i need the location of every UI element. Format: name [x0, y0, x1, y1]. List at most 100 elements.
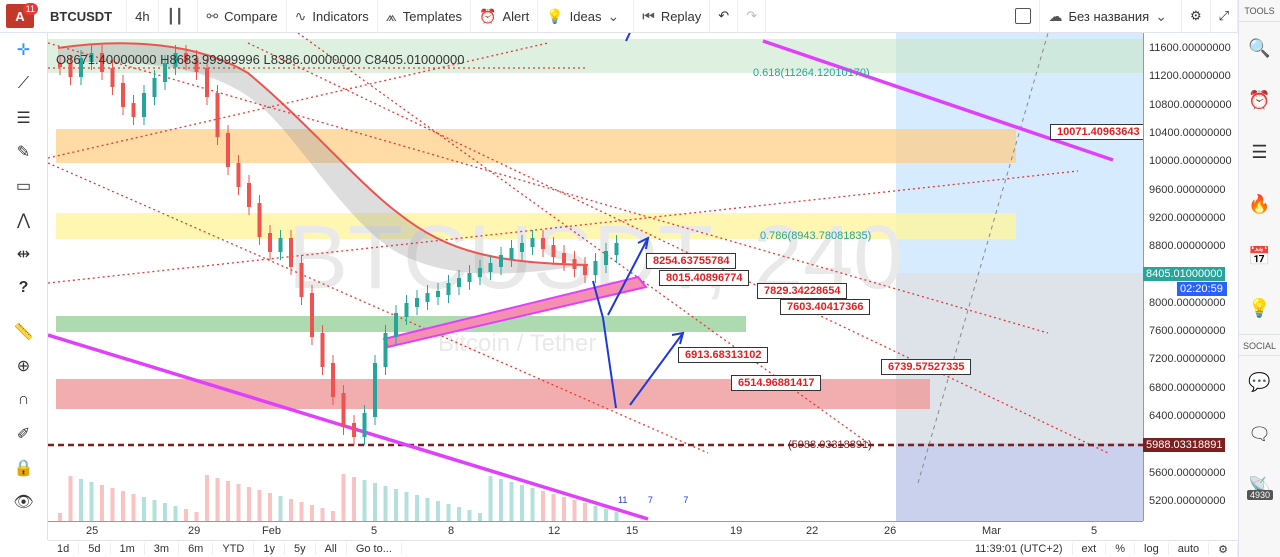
range-6m[interactable]: 6m [179, 543, 214, 555]
volume-bar [320, 508, 325, 521]
price-callout[interactable]: 8015.40896774 [659, 270, 750, 286]
price-callout[interactable]: 7829.34228654 [757, 283, 848, 299]
candle-body [79, 58, 83, 77]
app-logo[interactable]: A 11 [0, 0, 40, 33]
crosshair-icon: ✛ [16, 42, 31, 59]
data-window-button[interactable]: ☰ [1239, 126, 1280, 178]
crosshair-tool[interactable]: ✛ [0, 33, 47, 67]
chart-pane[interactable]: BTCUSDT, 240 Bitcoin / Tether [48, 33, 1143, 521]
time-axis[interactable]: 25 29 Feb 5 8 12 15 19 22 26 Mar 5 [48, 521, 1143, 540]
trendline-tool[interactable]: ⟋ [0, 67, 47, 101]
undo-button[interactable]: ↶ [710, 0, 739, 33]
candle-body [404, 303, 409, 317]
templates-button[interactable]: ⩕ Templates [378, 0, 472, 33]
fib-label-786: 0.786(8943.78081835) [760, 230, 872, 242]
private-chat-button[interactable]: 🗨 [1239, 408, 1280, 460]
candle-body [68, 63, 73, 77]
chart-settings-button[interactable]: ⚙ [1209, 542, 1238, 556]
icons-tool[interactable]: ? [0, 271, 47, 305]
price-callout[interactable]: 6514.96881417 [731, 375, 822, 391]
clock[interactable]: 11:39:01 (UTC+2) [966, 543, 1073, 555]
prediction-tool[interactable]: ⇹ [0, 237, 47, 271]
range-5d[interactable]: 5d [79, 543, 111, 555]
range-5y[interactable]: 5y [285, 543, 316, 555]
log-toggle[interactable]: log [1135, 543, 1169, 555]
top-toolbar: A 11 BTCUSDT 4h ┃┃ ⚯ Compare ∿ Indicators … [0, 0, 1238, 33]
auto-toggle[interactable]: auto [1169, 543, 1210, 555]
range-3m[interactable]: 3m [145, 543, 180, 555]
text-tool[interactable]: ▭ [0, 169, 47, 203]
measure-tool[interactable]: 📏 [0, 315, 47, 349]
price-tick-label: 5200.00000000 [1149, 494, 1226, 507]
volume-bar [215, 478, 220, 521]
trendline-icon: ⟋ [17, 75, 30, 92]
stay-drawing-tool[interactable]: ✐ [0, 417, 47, 451]
chat-button[interactable]: 💬 [1239, 356, 1280, 408]
time-label: 15 [626, 525, 639, 537]
volume-bar [205, 475, 209, 521]
price-callout[interactable]: 10071.40963643 [1050, 124, 1143, 140]
price-callout[interactable]: 7603.40417366 [780, 299, 871, 315]
alerts-button[interactable]: ⏰ [1239, 74, 1280, 126]
streams-count-badge: 4930 [1247, 490, 1274, 500]
chart-canvas[interactable]: BTCUSDT, 240 Bitcoin / Tether [48, 33, 1143, 521]
fullscreen-button[interactable]: ⤢ [1211, 0, 1238, 33]
hotlist-button[interactable]: 🔥 [1239, 178, 1280, 230]
ideas-button[interactable]: 💡 Ideas ⌄ [538, 0, 635, 33]
notification-badge: 11 [22, 2, 38, 15]
magnet-tool[interactable]: ∩ [0, 383, 47, 417]
price-callout[interactable]: 6739.57527335 [881, 359, 972, 375]
range-ytd[interactable]: YTD [213, 543, 255, 555]
volume-bar [58, 513, 62, 521]
alert-button[interactable]: ⏰ Alert [471, 0, 539, 33]
replay-button[interactable]: ⏮ Replay [634, 0, 711, 33]
price-callout[interactable]: 6913.68313102 [678, 347, 769, 363]
checkbox-icon [1015, 8, 1032, 24]
eye-icon: 👁 [13, 494, 34, 511]
candle-body [362, 413, 367, 437]
streams-button[interactable]: 📡 [1239, 460, 1280, 512]
ruler-icon: 📏 [13, 324, 34, 341]
volume-bar [163, 503, 167, 521]
indicators-button[interactable]: ∿ Indicators [287, 0, 378, 33]
chart-type-button[interactable]: ┃┃ [159, 0, 199, 33]
watchlist-button[interactable]: 🔍 [1239, 22, 1280, 74]
ideas-stream-button[interactable]: 💡 [1239, 282, 1280, 334]
price-tick-label: 11200.00000000 [1149, 70, 1231, 83]
hide-tool[interactable]: 👁 [0, 485, 47, 519]
price-tick-label: 5600.00000000 [1149, 466, 1226, 479]
interval-button[interactable]: 4h [127, 0, 159, 33]
candle-body [383, 333, 388, 367]
range-1m[interactable]: 1m [111, 543, 145, 555]
symbol-search[interactable]: BTCUSDT [40, 0, 128, 33]
calendar-button[interactable]: 📅 [1239, 230, 1280, 282]
ext-toggle[interactable]: ext [1073, 543, 1107, 555]
range-1y[interactable]: 1y [254, 543, 285, 555]
comment-icon: ▭ [15, 178, 32, 195]
price-tick-label: 8000.00000000 [1149, 296, 1226, 309]
percent-toggle[interactable]: % [1106, 543, 1136, 555]
range-1d[interactable]: 1d [48, 543, 80, 555]
event-badge: 7 [683, 495, 689, 505]
price-callout[interactable]: 8254.63755784 [646, 253, 737, 269]
zoom-tool[interactable]: ⊕ [0, 349, 47, 383]
compare-button[interactable]: ⚯ Compare [198, 0, 287, 33]
layout-name-button[interactable]: ☁ Без названия ⌄ [1040, 0, 1182, 33]
goto-button[interactable]: Go to... [347, 543, 402, 555]
fullscreen-toggle-box[interactable] [1007, 0, 1041, 33]
lock-tool[interactable]: 🔒 [0, 451, 47, 485]
channel-tool[interactable]: ☰ [0, 101, 47, 135]
brush-tool[interactable]: ✎ [0, 135, 47, 169]
ema-line [57, 42, 589, 266]
settings-button[interactable]: ⚙ [1182, 0, 1211, 33]
volume-bar [131, 494, 136, 521]
redo-button[interactable]: ↷ [738, 0, 767, 33]
event-badges[interactable]: 11 7 7 [618, 495, 688, 505]
candle-body [541, 238, 545, 249]
compare-icon: ⚯ [206, 7, 219, 24]
volume-bar [478, 513, 482, 521]
fib-label-support: (5988.03318891) [788, 439, 872, 451]
pattern-tool[interactable]: ⋀ [0, 203, 47, 237]
range-all[interactable]: All [316, 543, 347, 555]
prediction-icon: ⇹ [16, 246, 31, 263]
